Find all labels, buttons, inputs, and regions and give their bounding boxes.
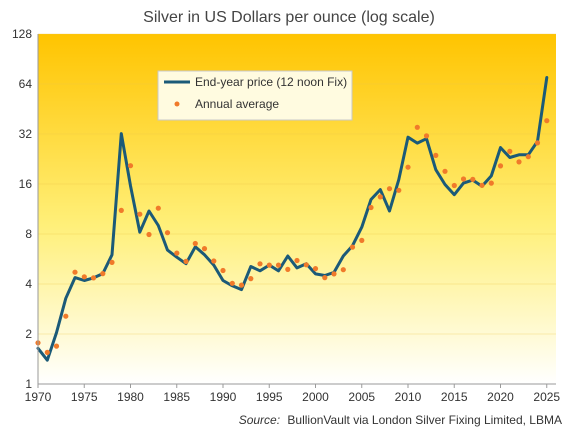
annual-average-point xyxy=(201,246,208,252)
annual-average-point xyxy=(534,140,541,146)
annual-average-point xyxy=(63,313,69,319)
annual-average-point xyxy=(164,230,171,236)
dot-series xyxy=(35,118,550,355)
y-tick-label: 4 xyxy=(25,277,32,291)
annual-average-point xyxy=(257,261,263,267)
annual-average-point xyxy=(294,257,300,264)
x-tick-label: 1985 xyxy=(163,390,190,404)
legend-dot-swatch xyxy=(174,101,180,107)
annual-average-point xyxy=(423,133,430,139)
annual-average-point xyxy=(238,282,245,288)
annual-average-point xyxy=(183,258,189,264)
annual-average-point xyxy=(442,168,448,174)
y-tick-label: 128 xyxy=(12,27,32,41)
y-tick-label: 32 xyxy=(19,127,33,141)
annual-average-point xyxy=(81,274,87,280)
annual-average-point xyxy=(331,271,337,277)
annual-average-point xyxy=(525,154,531,160)
annual-average-point xyxy=(146,231,152,238)
annual-average-point xyxy=(312,266,319,272)
source-label: Source: xyxy=(239,413,280,427)
annual-average-point xyxy=(285,266,291,272)
x-tick-label: 1970 xyxy=(25,390,52,404)
x-tick-label: 2005 xyxy=(348,390,375,404)
annual-average-point xyxy=(100,271,106,277)
annual-average-point xyxy=(386,186,393,192)
annual-average-point xyxy=(72,269,78,275)
annual-average-point xyxy=(516,159,522,165)
line-series xyxy=(36,76,549,362)
x-tick-label: 1980 xyxy=(117,390,144,404)
annual-average-point xyxy=(479,182,485,188)
x-tick-label: 2025 xyxy=(533,390,560,404)
annual-average-point xyxy=(488,180,494,186)
annual-average-point xyxy=(137,211,143,217)
annual-average-point xyxy=(396,187,402,193)
annual-average-point xyxy=(248,276,254,282)
annual-average-point xyxy=(460,176,467,182)
annual-average-point xyxy=(220,267,226,274)
x-tick-label: 2000 xyxy=(302,390,329,404)
y-tick-label: 1 xyxy=(25,377,32,391)
annual-average-point xyxy=(229,280,235,286)
annual-average-point xyxy=(192,240,198,247)
y-tick-label: 16 xyxy=(19,177,33,191)
annual-average-point xyxy=(127,163,134,169)
annual-average-point xyxy=(155,205,161,211)
annual-average-point xyxy=(303,262,309,268)
annual-average-point xyxy=(433,152,439,158)
annual-average-point xyxy=(349,244,356,250)
legend-box xyxy=(157,70,353,121)
x-tick-label: 1995 xyxy=(256,390,283,404)
annual-average-point xyxy=(275,262,282,268)
annual-average-point xyxy=(368,204,374,211)
legend-label-annual-average: Annual average xyxy=(195,97,279,111)
x-tick-label: 2020 xyxy=(487,390,514,404)
annual-average-point xyxy=(377,194,383,200)
annual-average-point xyxy=(109,259,115,265)
svg-text:Source: BullionVault via: Source: BullionVault via London Silver F… xyxy=(239,413,562,427)
annual-average-point xyxy=(44,349,50,355)
source-text: BullionVault via London Silver Fixing Li… xyxy=(287,413,562,427)
annual-average-point xyxy=(340,267,346,273)
legend: End-year price (12 noon Fix) Annual aver… xyxy=(157,70,353,121)
annual-average-point xyxy=(414,124,420,130)
x-tick-label: 2015 xyxy=(441,390,468,404)
annual-average-point xyxy=(53,343,60,349)
annual-average-point xyxy=(118,207,124,213)
annual-average-point xyxy=(507,148,513,154)
annual-average-point xyxy=(90,275,97,281)
annual-average-point xyxy=(470,176,476,182)
x-tick-label: 1990 xyxy=(210,390,237,404)
end-year-price-line xyxy=(36,76,549,362)
annual-average-point xyxy=(451,182,457,189)
x-tick-label: 1975 xyxy=(71,390,98,404)
source-note: Source: BullionVault via London Silver F… xyxy=(239,413,562,427)
chart-title: Silver in US Dollars per ounce (log scal… xyxy=(143,9,435,26)
y-tick-label: 64 xyxy=(19,77,33,91)
annual-average-point xyxy=(405,164,411,170)
annual-average-point xyxy=(266,262,272,268)
annual-average-point xyxy=(544,118,550,124)
y-tick-label: 2 xyxy=(25,327,32,341)
x-axis: 1970 1975 1980 1985 1990 1995 2000 2005 2010 2015… xyxy=(25,383,560,404)
annual-average-point xyxy=(359,237,365,243)
annual-average-point xyxy=(174,250,180,256)
x-tick-label: 2010 xyxy=(395,390,422,404)
annual-average-point xyxy=(211,258,217,264)
y-tick-label: 8 xyxy=(25,227,32,241)
y-axis: 1 2 4 8 16 32 64 128 xyxy=(12,27,39,391)
annual-average-point xyxy=(322,275,328,281)
annual-average-point xyxy=(497,163,504,169)
legend-label-end-year: End-year price (12 noon Fix) xyxy=(195,75,347,89)
